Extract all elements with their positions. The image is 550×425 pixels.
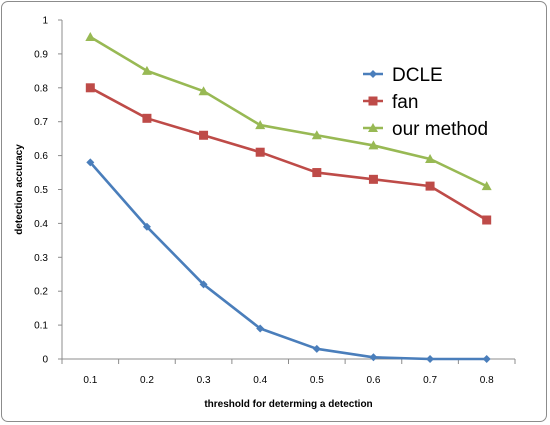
data-point-dcle: [199, 280, 208, 289]
data-point-dcle: [86, 158, 95, 167]
data-point-our-method: [368, 140, 379, 150]
data-point-fan: [255, 147, 265, 157]
y-tick-label: 0.5: [34, 185, 48, 196]
series-layer: [85, 31, 492, 363]
x-axis-title: threshold for determing a detection: [204, 399, 372, 410]
series-line-fan: [89, 86, 488, 222]
data-point-fan: [199, 130, 209, 140]
y-tick-label: 0.9: [34, 49, 48, 60]
legend: DCLE fan our method: [363, 65, 488, 140]
data-point-our-method: [141, 65, 152, 75]
y-tick-label: 0.1: [34, 321, 48, 332]
x-tick-label: 0.4: [253, 375, 267, 386]
data-point-fan: [85, 83, 95, 93]
y-tick-label: 0.4: [34, 219, 48, 230]
x-tick-label: 0.8: [480, 375, 494, 386]
data-point-dcle: [312, 344, 321, 353]
x-tick-label: 0.5: [310, 375, 324, 386]
data-point-dcle: [482, 355, 491, 363]
data-point-dcle: [256, 324, 265, 333]
data-point-dcle: [369, 353, 378, 362]
x-tick-label: 0.6: [366, 375, 380, 386]
data-point-fan: [368, 174, 378, 184]
y-tick-label: 0.7: [34, 117, 48, 128]
data-point-our-method: [425, 153, 436, 163]
y-tick-label: 0.8: [34, 83, 48, 94]
y-tick-label: 0: [42, 355, 48, 366]
y-axis-title: detection accuracy: [14, 144, 25, 235]
data-point-dcle: [142, 222, 151, 231]
legend-label: DCLE: [392, 65, 443, 86]
legend-marker: [368, 96, 378, 106]
series-line-our-method: [89, 35, 488, 188]
y-tick-label: 0.6: [34, 151, 48, 162]
data-point-fan: [312, 168, 322, 178]
y-tick-label: 1: [42, 16, 48, 27]
data-point-our-method: [198, 86, 209, 96]
data-point-our-method: [311, 130, 322, 140]
y-tick-label: 0.2: [34, 287, 48, 298]
legend-label: fan: [392, 92, 418, 113]
x-tick-label: 0.1: [83, 375, 97, 386]
data-point-fan: [425, 181, 435, 191]
data-point-our-method: [481, 181, 492, 191]
data-point-our-method: [255, 120, 266, 130]
series-line-dcle: [89, 161, 487, 361]
legend-marker: [368, 123, 378, 132]
x-tick-label: 0.3: [197, 375, 211, 386]
y-tick-label: 0.3: [34, 253, 48, 264]
y-axis-ticks: 0 0.1 0.2 0.3 0.4 0.5 0.6 0.7 0.8 0.9 1: [34, 16, 62, 366]
data-point-fan: [482, 215, 492, 225]
data-point-fan: [142, 113, 152, 123]
x-tick-label: 0.2: [140, 375, 154, 386]
data-point-our-method: [85, 31, 96, 41]
x-axis-ticks: 0.1 0.2 0.3 0.4 0.5 0.6 0.7 0.8: [61, 359, 516, 386]
data-point-dcle: [426, 355, 435, 363]
legend-label: our method: [392, 119, 488, 140]
legend-marker: [369, 70, 377, 78]
x-tick-label: 0.7: [423, 375, 437, 386]
